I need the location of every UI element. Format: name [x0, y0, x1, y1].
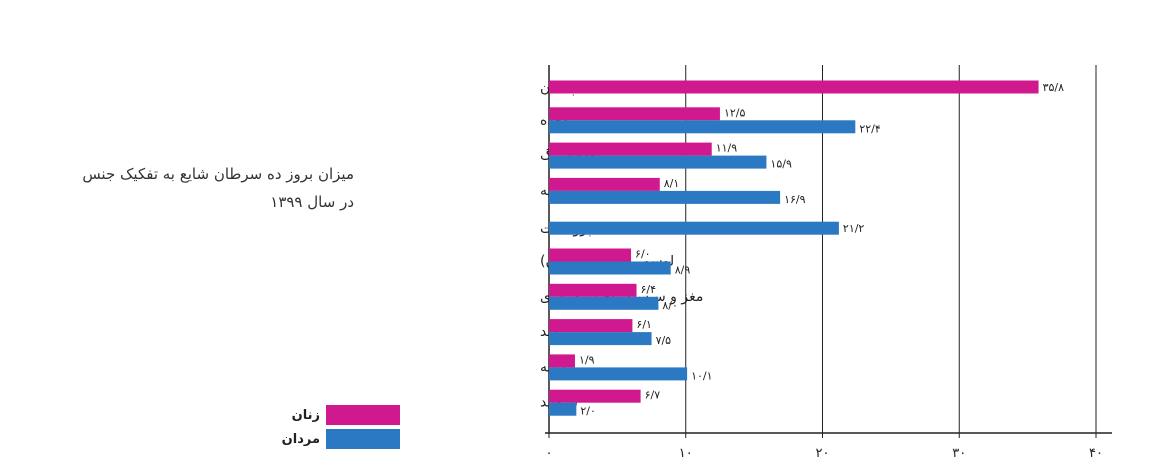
- bar-women: [549, 283, 637, 297]
- x-tick-label: ۳۰: [952, 446, 966, 461]
- data-label: ۲۲/۴: [859, 122, 881, 135]
- data-label: ۳۵/۸: [1043, 81, 1065, 94]
- chart-title: میزان بروز ده سرطان شایع به تفکیک جنس در…: [82, 160, 354, 216]
- bar-women: [549, 107, 720, 121]
- bar-women: [549, 177, 660, 191]
- data-label: ۶/۰: [635, 248, 651, 261]
- x-tick-label: ۴۰: [1089, 446, 1103, 461]
- legend-item-men: مردان: [280, 428, 400, 450]
- data-label: ۲/۰: [580, 405, 596, 418]
- data-label: ۶/۱: [636, 318, 652, 331]
- data-label: ۱/۹: [579, 353, 595, 366]
- data-label: ۱۲/۵: [724, 106, 746, 119]
- legend-swatch: [326, 405, 400, 425]
- data-label: ۲۱/۲: [843, 222, 865, 235]
- subtitle-line: در سال ۱۳۹۹: [270, 193, 354, 211]
- legend-label: مردان: [281, 431, 320, 447]
- bar-men: [549, 221, 839, 235]
- bar-men: [549, 332, 652, 346]
- bar-women: [549, 248, 632, 262]
- bar-men: [549, 155, 767, 169]
- title-line: میزان بروز ده سرطان شایع به تفکیک جنس: [82, 165, 354, 183]
- bar-men: [549, 261, 671, 275]
- bar-men: [549, 120, 856, 134]
- bar-women: [549, 389, 641, 403]
- data-label: ۸/۹: [675, 264, 691, 277]
- bar-men: [549, 296, 659, 310]
- data-label: ۱۵/۹: [770, 158, 792, 171]
- data-label: ۶/۴: [641, 283, 657, 296]
- legend-item-women: زنان: [280, 404, 400, 426]
- data-label: ۸/۱: [664, 177, 680, 190]
- legend-swatch: [326, 429, 400, 449]
- bar-men: [549, 402, 577, 416]
- bar-men: [549, 367, 688, 381]
- bar-men: [549, 190, 781, 204]
- data-label: ۱۶/۹: [784, 193, 806, 206]
- data-label: ۱۰/۱: [691, 369, 712, 382]
- bar-women: [549, 319, 633, 333]
- bar-women: [549, 142, 712, 156]
- x-tick-label: ۰: [546, 446, 553, 461]
- data-label: ۱۱/۹: [716, 142, 738, 155]
- data-label: ۸/۰: [662, 299, 678, 312]
- bar-women: [549, 354, 575, 368]
- data-label: ۶/۷: [645, 389, 661, 402]
- x-tick-label: ۲۰: [816, 446, 830, 461]
- x-tick-label: ۱۰: [679, 446, 693, 461]
- data-label: ۷/۵: [656, 334, 672, 347]
- bar-women: [549, 80, 1039, 94]
- legend-label: زنان: [291, 407, 320, 423]
- legend: زنان مردان: [280, 404, 400, 452]
